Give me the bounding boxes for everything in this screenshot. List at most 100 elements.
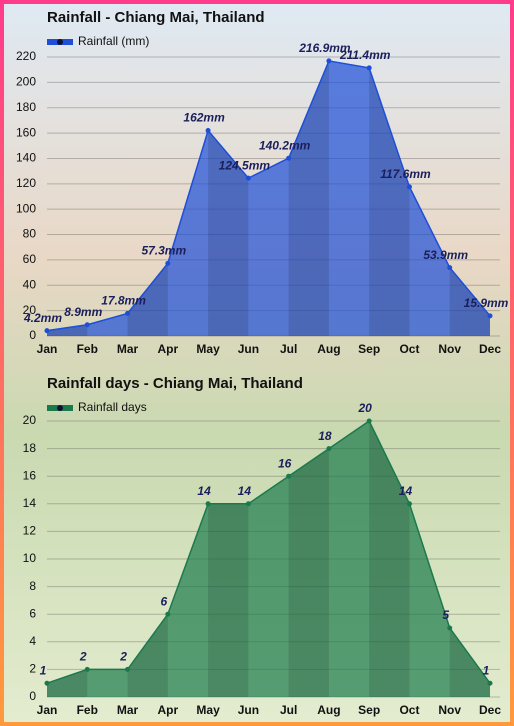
area-band — [127, 614, 168, 697]
x-tick-label: Feb — [77, 703, 98, 717]
point — [245, 175, 251, 181]
point — [366, 65, 372, 71]
y-tick-label: 80 — [23, 227, 37, 241]
y-tick-label: 60 — [23, 252, 37, 266]
line — [46, 60, 491, 332]
data-label: 16 — [278, 456, 292, 470]
y-tick-label: 140 — [16, 151, 36, 165]
data-label: 6 — [160, 594, 167, 608]
data-label: 2 — [79, 650, 87, 664]
y-tick-label: 220 — [16, 49, 36, 63]
x-tick-label: Oct — [399, 703, 419, 717]
point — [286, 473, 292, 479]
y-tick-label: 0 — [29, 328, 36, 342]
y-tick-label: 14 — [23, 496, 37, 510]
x-tick-label: May — [196, 703, 220, 717]
point — [326, 58, 332, 64]
area-band — [369, 421, 410, 697]
y-tick-label: 8 — [29, 579, 36, 593]
y-tick-label: 4 — [29, 634, 36, 648]
chart-title: Rainfall - Chiang Mai, Thailand — [47, 9, 265, 26]
point — [406, 501, 412, 507]
y-tick-label: 12 — [23, 524, 37, 538]
data-label: 15.9mm — [464, 296, 509, 310]
data-label: 5 — [442, 608, 449, 622]
x-tick-label: Dec — [479, 342, 501, 356]
data-label: 140.2mm — [259, 138, 311, 152]
data-label: 14 — [197, 484, 211, 498]
point — [44, 680, 50, 686]
x-tick-label: Aug — [317, 342, 340, 356]
legend-marker — [57, 39, 63, 45]
data-label: 14 — [399, 484, 413, 498]
point — [165, 611, 171, 617]
point — [487, 680, 493, 686]
y-tick-label: 20 — [23, 413, 37, 427]
data-label: 53.9mm — [423, 248, 468, 262]
y-tick-label: 200 — [16, 75, 36, 89]
data-label: 216.9mm — [298, 41, 351, 55]
line — [46, 419, 491, 684]
chart-title: Rainfall days - Chiang Mai, Thailand — [47, 375, 303, 392]
x-tick-label: May — [196, 342, 220, 356]
x-tick-label: Apr — [157, 703, 178, 717]
point — [447, 265, 453, 271]
x-tick-label: Aug — [317, 703, 340, 717]
legend-label: Rainfall days — [78, 400, 147, 414]
area-band — [288, 448, 329, 697]
y-tick-label: 0 — [29, 689, 36, 703]
x-tick-label: Feb — [77, 342, 98, 356]
y-tick-label: 160 — [16, 125, 36, 139]
point — [286, 155, 292, 161]
point — [84, 322, 90, 328]
data-label: 57.3mm — [141, 244, 186, 258]
point — [406, 184, 412, 190]
point — [84, 666, 90, 672]
x-tick-label: Jan — [37, 703, 58, 717]
point — [205, 128, 211, 134]
area-band — [208, 503, 249, 697]
point — [447, 625, 453, 631]
y-tick-label: 180 — [16, 100, 36, 114]
x-tick-label: Jun — [238, 342, 259, 356]
data-label: 18 — [318, 429, 332, 443]
area-band — [47, 324, 88, 336]
x-tick-label: Jun — [238, 703, 259, 717]
x-tick-label: Nov — [438, 342, 461, 356]
y-tick-label: 2 — [29, 662, 36, 676]
area-band — [288, 60, 329, 336]
point — [125, 666, 131, 672]
data-label: 14 — [238, 484, 252, 498]
data-label: 162mm — [183, 111, 225, 125]
data-label: 1 — [40, 663, 47, 677]
x-tick-label: Oct — [399, 342, 419, 356]
y-tick-label: 10 — [23, 551, 37, 565]
point — [487, 313, 493, 319]
data-label: 4.2mm — [23, 311, 62, 325]
x-tick-label: Apr — [157, 342, 178, 356]
legend-marker — [57, 405, 63, 411]
area-band — [369, 67, 410, 336]
y-tick-label: 18 — [23, 441, 37, 455]
x-tick-label: Mar — [117, 342, 139, 356]
y-tick-label: 100 — [16, 201, 36, 215]
data-label: 117.6mm — [380, 167, 431, 181]
x-tick-label: Dec — [479, 703, 501, 717]
point — [125, 310, 131, 316]
x-tick-label: Mar — [117, 703, 139, 717]
data-label: 20 — [358, 401, 373, 415]
x-tick-label: Sep — [358, 342, 380, 356]
legend-label: Rainfall (mm) — [78, 34, 149, 48]
data-label: 8.9mm — [64, 305, 102, 319]
y-tick-label: 16 — [23, 468, 37, 482]
x-tick-label: Jul — [280, 703, 297, 717]
point — [165, 260, 171, 266]
area-band — [47, 669, 88, 697]
data-label: 211.4mm — [339, 48, 391, 62]
area-band — [127, 263, 168, 336]
area-band — [449, 267, 490, 336]
data-label: 2 — [119, 650, 127, 664]
data-label: 1 — [483, 663, 490, 677]
area-band — [208, 130, 249, 336]
